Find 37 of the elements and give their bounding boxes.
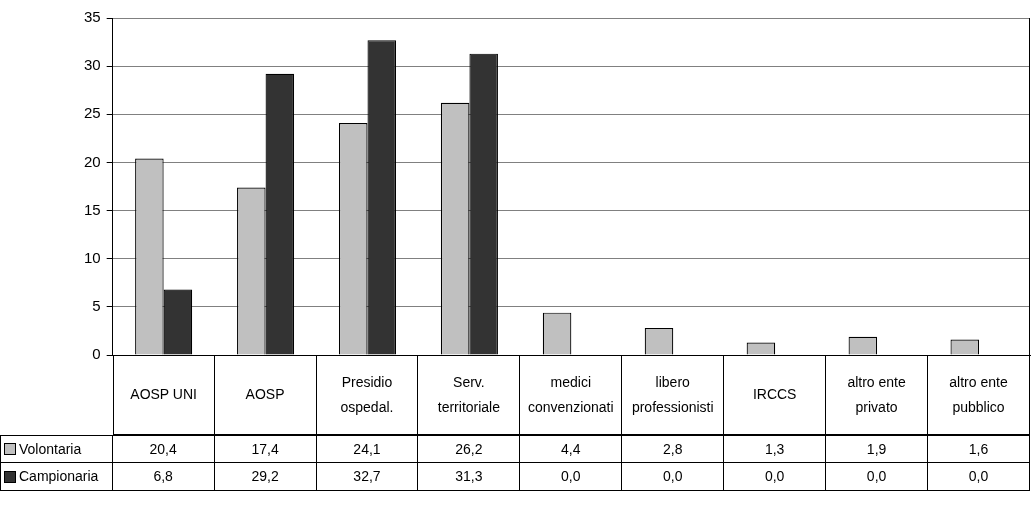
- x-tick-label: altro ente pubblico: [928, 355, 1030, 435]
- y-tick-label: 5: [92, 297, 101, 314]
- data-label: 1,9: [826, 435, 929, 463]
- y-tick-label: 15: [84, 200, 101, 218]
- y-tick-label: 10: [84, 248, 101, 266]
- data-label: 32,7: [316, 463, 419, 491]
- data-label: 24,1: [316, 435, 419, 463]
- x-tick-label: IRCCS: [724, 355, 827, 435]
- data-label: 0,0: [826, 463, 929, 491]
- data-label: 0,0: [928, 463, 1030, 491]
- data-label: 29,2: [214, 463, 317, 491]
- x-tick-label: altro ente privato: [826, 355, 929, 435]
- data-label: 1,6: [928, 435, 1030, 463]
- y-tick-label: 0: [92, 345, 101, 363]
- legend-label: Volontaria: [19, 439, 82, 459]
- y-tick-label: 20: [84, 152, 101, 170]
- data-label: 0,0: [520, 463, 623, 491]
- data-label: 4,4: [520, 435, 623, 463]
- x-tick-label: Serv. territoriale: [418, 355, 521, 435]
- y-tick-label: 30: [84, 56, 101, 74]
- x-tick-label: AOSP UNI: [112, 355, 215, 435]
- data-label: 20,4: [112, 435, 215, 463]
- data-label: 17,4: [214, 435, 317, 463]
- x-tick-label: libero professionisti: [622, 355, 725, 435]
- data-label: 0,0: [724, 463, 827, 491]
- data-label: 0,0: [622, 463, 725, 491]
- x-tick-label: Presidio ospedal.: [316, 355, 419, 435]
- legend-label: Campionaria: [19, 467, 99, 486]
- data-label: 1,3: [724, 435, 827, 463]
- data-label: 6,8: [112, 463, 215, 491]
- data-label: 31,3: [418, 463, 521, 491]
- x-tick-label: AOSP: [214, 355, 317, 435]
- y-tick-label: 35: [84, 8, 101, 26]
- x-tick-label: medici convenzionati: [520, 355, 623, 435]
- y-tick-label: 25: [84, 104, 101, 122]
- data-label: 2,8: [622, 435, 725, 463]
- data-label: 26,2: [418, 435, 521, 463]
